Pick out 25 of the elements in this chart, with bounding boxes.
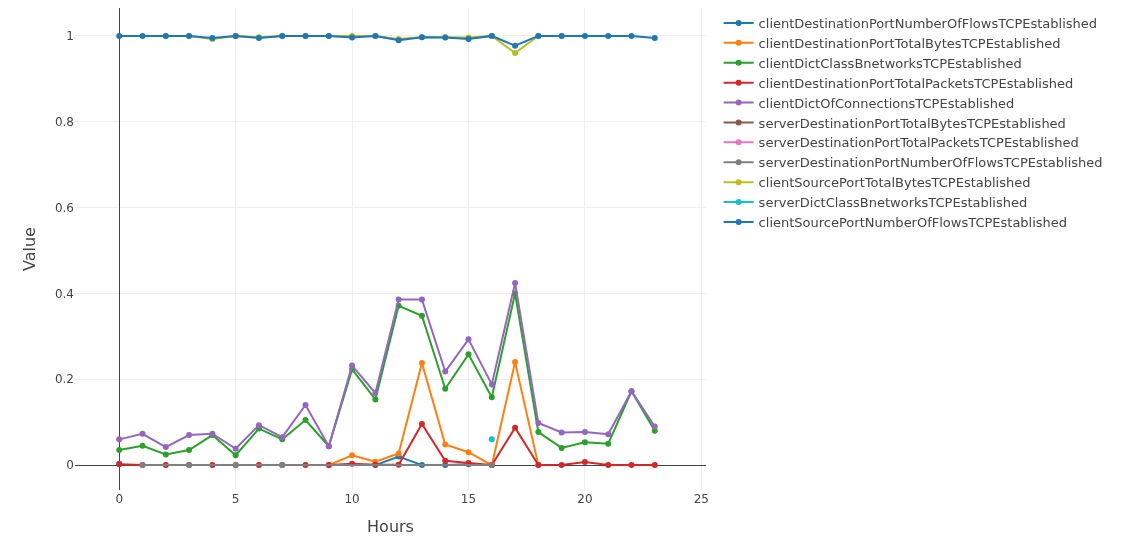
y-tick-label: 0.6 <box>54 200 74 215</box>
x-tick-label: 25 <box>693 492 709 506</box>
x-tick-label: 20 <box>577 492 593 506</box>
legend-label: serverDestinationPortTotalBytesTCPEstablished <box>758 115 1066 131</box>
legend-label: clientDictClassBnetworksTCPEstablished <box>758 55 1022 71</box>
y-tick-label: 0.8 <box>54 114 74 129</box>
legend-label: clientSourcePortNumberOfFlowsTCPEstablished <box>758 215 1068 231</box>
x-tick-label: 10 <box>344 492 360 506</box>
legend-label: serverDestinationPortNumberOfFlowsTCPEstablished <box>758 155 1103 171</box>
legend-label: clientDestinationPortNumberOfFlowsTCPEstablished <box>758 16 1098 32</box>
legend-label: serverDictClassBnetworksTCPEstablished <box>758 195 1028 211</box>
x-tick-label: 5 <box>231 492 240 506</box>
y-tick-label: 1 <box>66 29 74 44</box>
legend-label: clientSourcePortTotalBytesTCPEstablished <box>758 175 1031 191</box>
x-tick-label: 15 <box>460 492 477 506</box>
x-axis-title: Hours <box>367 516 414 536</box>
legend-label: clientDestinationPortTotalPacketsTCPEstablished <box>758 75 1074 91</box>
legend-label: clientDestinationPortTotalBytesTCPEstablished <box>758 35 1061 51</box>
y-tick-label: 0 <box>66 458 74 473</box>
y-tick-label: 0.4 <box>54 286 74 301</box>
y-axis-title: Value <box>19 227 39 271</box>
x-tick-label: 0 <box>115 492 124 506</box>
legend-label: clientDictOfConnectionsTCPEstablished <box>758 95 1015 111</box>
y-tick-label: 0.2 <box>54 372 74 387</box>
legend-label: serverDestinationPortTotalPacketsTCPEstablished <box>758 135 1079 151</box>
